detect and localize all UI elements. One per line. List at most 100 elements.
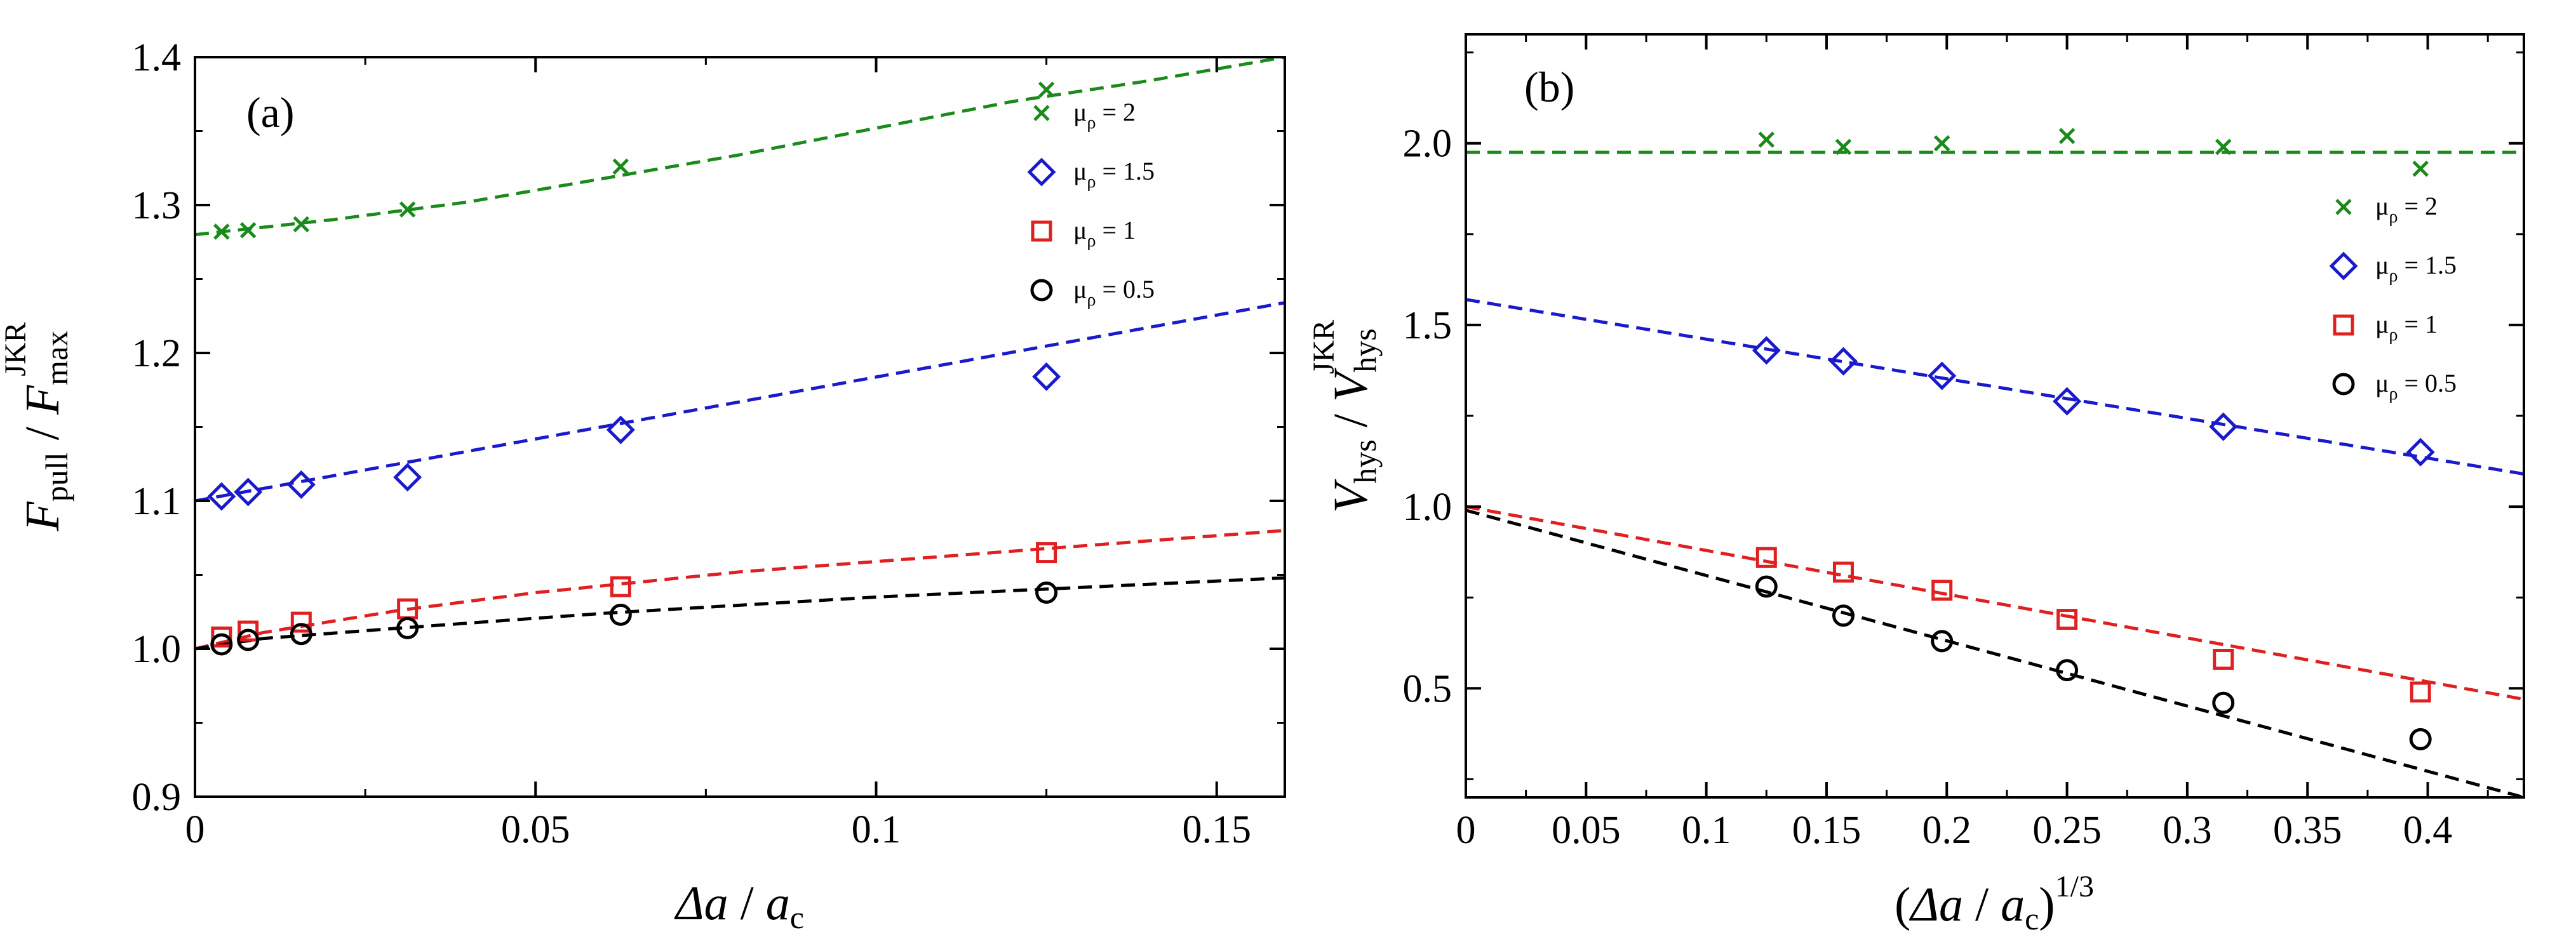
data-point-2-4	[2213, 648, 2234, 670]
data-point-2-1	[1832, 561, 1854, 583]
y-tick-label: 1.3	[132, 184, 182, 227]
data-point-3-5	[1035, 581, 1058, 604]
y-tick-label: 2.0	[1403, 123, 1452, 166]
data-point-0-4	[612, 158, 629, 175]
x-axis-label-b: (Δa / ac)1/3	[1895, 870, 2094, 936]
data-point-3-2	[1931, 630, 1954, 653]
legend-label-1: μρ = 1.5	[2375, 251, 2457, 286]
x-tick-label: 0	[1456, 809, 1476, 852]
legend-marker-2	[1031, 220, 1052, 242]
data-point-1-2	[1928, 361, 1957, 390]
legend-label-3: μρ = 0.5	[2375, 369, 2457, 404]
data-point-1-5	[1032, 362, 1061, 391]
x-tick-label: 0.05	[501, 808, 570, 851]
data-point-3-0	[210, 633, 233, 656]
x-tick-label: 0.15	[1183, 808, 1252, 851]
data-point-2-0	[1755, 547, 1777, 568]
data-point-2-3	[2056, 609, 2078, 630]
legend-label-1: μρ = 1.5	[1073, 157, 1155, 192]
legend-marker-0	[2335, 199, 2352, 215]
legend-marker-3	[1030, 279, 1053, 302]
y-tick-label: 0.9	[132, 776, 182, 819]
data-point-3-4	[609, 603, 632, 626]
data-point-2-4	[610, 576, 631, 597]
fit-line-2	[195, 529, 1285, 651]
data-point-3-3	[396, 616, 419, 639]
data-point-0-2	[1933, 135, 1950, 152]
panel-label-a: (a)	[246, 88, 294, 136]
x-tick-label: 0.15	[1792, 809, 1862, 852]
x-tick-label: 0.4	[2403, 809, 2453, 852]
data-point-0-4	[2215, 138, 2232, 156]
y-tick-label: 1.5	[1403, 304, 1452, 347]
y-axis-label-b: Vhys / VhysJKR	[1307, 320, 1383, 513]
x-tick-label: 0.1	[852, 808, 901, 851]
data-point-1-0	[207, 482, 236, 511]
data-point-2-5	[2410, 681, 2431, 703]
x-tick-label: 0.1	[1682, 809, 1731, 852]
data-point-0-0	[213, 223, 230, 240]
data-point-1-4	[606, 415, 635, 444]
data-point-3-1	[1832, 604, 1855, 627]
y-tick-label: 1.0	[1403, 486, 1452, 529]
fit-line-1	[1466, 298, 2524, 476]
data-point-3-0	[1755, 575, 1778, 598]
y-tick-label: 1.1	[132, 480, 182, 523]
data-point-1-3	[2053, 387, 2082, 416]
legend-label-0: μρ = 2	[1073, 98, 1136, 133]
data-point-1-4	[2209, 412, 2238, 441]
x-tick-label: 0.3	[2163, 809, 2212, 852]
fit-line-3	[1466, 509, 2524, 797]
data-point-0-3	[2058, 128, 2076, 145]
panel-a: 0 0.05 0.1 0.15 0.9 1.0 1.1 1.2 1.3 1.4 μρ = 2 μρ …	[0, 36, 1286, 935]
panel-label-b: (b)	[1524, 63, 1574, 111]
data-point-0-0	[1758, 131, 1775, 148]
x-tick-label: 0.05	[1552, 809, 1621, 852]
data-point-3-5	[2409, 728, 2432, 750]
data-point-1-1	[1828, 347, 1858, 376]
panel-b: 0 0.05 0.1 0.15 0.2 0.25 0.3 0.35 0.4 0.5 1.0 1.5 2.…	[1307, 33, 2525, 936]
data-point-0-2	[293, 216, 310, 233]
fit-line-1	[195, 301, 1285, 503]
fit-line-3	[195, 576, 1285, 651]
data-point-3-1	[237, 628, 260, 651]
data-point-1-1	[234, 477, 263, 507]
data-point-1-5	[2406, 437, 2435, 467]
plot-frame-b	[1465, 33, 2525, 799]
legend-marker-2	[2333, 314, 2354, 336]
data-point-0-3	[399, 201, 416, 218]
legend-label-0: μρ = 2	[2375, 192, 2438, 227]
fit-line-0	[195, 57, 1285, 237]
x-axis-label-a: Δa / ac	[674, 877, 804, 935]
x-tick-label: 0.25	[2032, 809, 2102, 852]
y-tick-label: 1.2	[132, 332, 182, 375]
data-point-1-3	[393, 463, 422, 492]
legend-marker-0	[1033, 105, 1050, 121]
y-tick-label: 0.5	[1403, 667, 1452, 710]
data-point-3-4	[2212, 691, 2235, 714]
data-point-2-0	[211, 626, 232, 648]
data-point-3-2	[290, 623, 312, 646]
data-point-0-5	[1038, 81, 1055, 98]
x-tick-label: 0.2	[1922, 809, 1972, 852]
y-axis-label-a: Fpull / FmaxJKR	[0, 322, 74, 531]
y-tick-label: 1.0	[132, 628, 182, 671]
data-point-1-0	[1752, 336, 1781, 365]
legend-marker-1	[2329, 251, 2358, 281]
y-tick-label: 1.4	[132, 36, 182, 79]
data-point-3-3	[2056, 659, 2079, 682]
fit-line-2	[1466, 505, 2524, 701]
legend-label-3: μρ = 0.5	[1073, 275, 1155, 310]
x-tick-label: 0	[185, 808, 205, 851]
data-point-1-2	[286, 470, 316, 499]
data-point-0-5	[2412, 161, 2429, 177]
legend-marker-1	[1027, 157, 1056, 187]
data-point-2-2	[290, 611, 312, 633]
legend-marker-3	[2332, 373, 2355, 396]
legend-label-2: μρ = 1	[2375, 310, 2438, 345]
data-point-2-5	[1036, 542, 1057, 564]
data-point-0-1	[1835, 138, 1852, 156]
legend-label-2: μρ = 1	[1073, 216, 1136, 251]
data-point-2-2	[1931, 580, 1953, 601]
